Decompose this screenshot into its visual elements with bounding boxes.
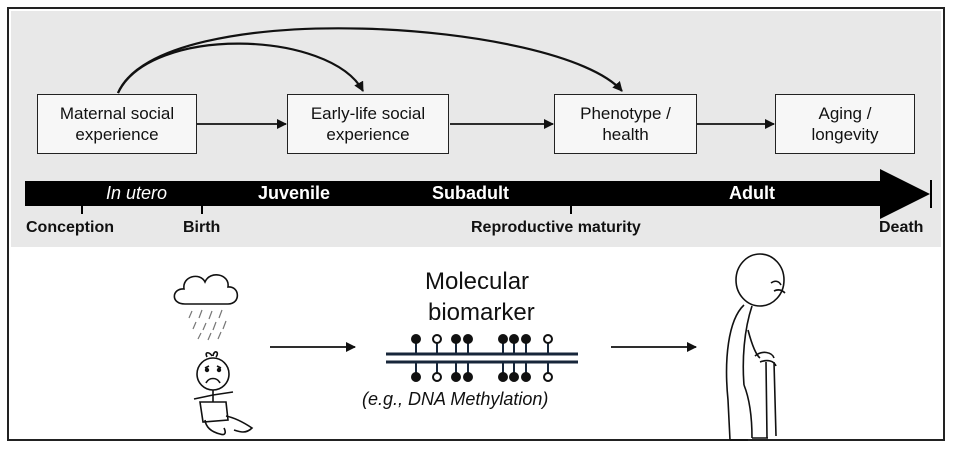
methyl-mark-top xyxy=(451,334,461,344)
methyl-mark-bottom xyxy=(451,372,461,382)
methyl-mark-top xyxy=(432,334,442,344)
methyl-mark-bottom xyxy=(509,372,519,382)
stage-juvenile: Juvenile xyxy=(258,183,331,203)
methyl-mark-top xyxy=(521,334,531,344)
early-life-social-experience-box: Early-life social experience xyxy=(287,94,449,154)
milestone-conception: Conception xyxy=(26,219,114,236)
methyl-mark-bottom xyxy=(411,372,421,382)
biomarker-line-2: biomarker xyxy=(428,299,535,326)
methyl-mark-bottom xyxy=(521,372,531,382)
curve-arrow-maternal-to-phenotype xyxy=(116,27,623,94)
milestone-death: Death xyxy=(879,219,924,236)
methyl-mark-top xyxy=(411,334,421,344)
methyl-mark-top xyxy=(463,334,473,344)
maternal-social-experience-box: Maternal social experience xyxy=(37,94,197,154)
milestone-birth: Birth xyxy=(183,219,221,236)
stage-subadult: Subadult xyxy=(432,183,509,203)
biomarker-line-1: Molecular xyxy=(425,268,530,295)
sad-child-icon xyxy=(193,351,254,436)
methyl-mark-top xyxy=(498,334,508,344)
curve-arrow-maternal-to-early-life xyxy=(117,42,364,94)
methyl-mark-top xyxy=(509,334,519,344)
elderly-person-with-cane-icon xyxy=(725,253,786,441)
stage-in-utero: In utero xyxy=(106,183,168,203)
timeline-arrow xyxy=(25,169,930,219)
methyl-mark-bottom xyxy=(543,372,553,382)
methyl-mark-bottom xyxy=(432,372,442,382)
aging-longevity-box: Aging / longevity xyxy=(775,94,915,154)
storm-cloud-icon xyxy=(173,274,239,341)
milestone-reproductive-maturity: Reproductive maturity xyxy=(471,219,641,236)
biomarker-example-caption: (e.g., DNA Methylation) xyxy=(362,389,549,409)
methyl-mark-top xyxy=(543,334,553,344)
methyl-mark-bottom xyxy=(498,372,508,382)
phenotype-health-box: Phenotype / health xyxy=(554,94,697,154)
methyl-mark-bottom xyxy=(463,372,473,382)
dna-methylation-icon xyxy=(386,334,578,382)
stage-adult: Adult xyxy=(729,183,775,203)
